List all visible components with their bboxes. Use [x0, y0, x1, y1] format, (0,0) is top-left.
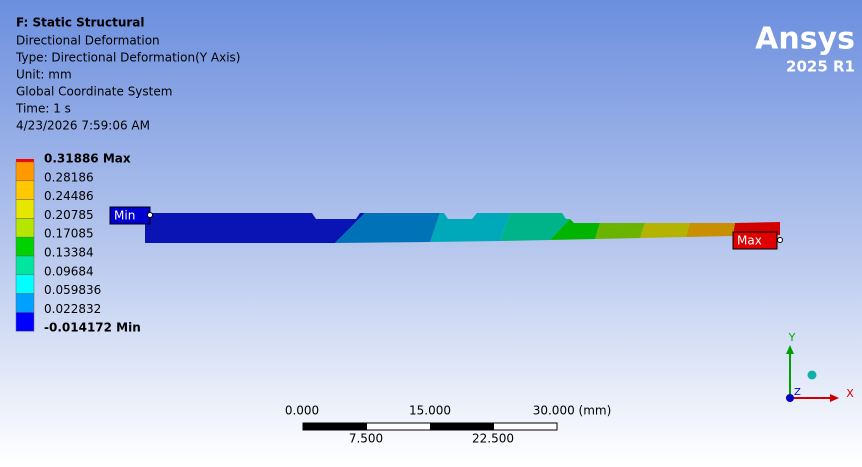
title: F: Static Structural [16, 16, 145, 30]
info-line: 4/23/2026 7:59:06 AM [16, 119, 150, 133]
max-probe [732, 231, 778, 250]
legend-label: 0.13384 [44, 246, 94, 260]
legend-label: 0.20785 [44, 208, 94, 222]
info-line: Type: Directional Deformation(Y Axis) [15, 51, 240, 65]
legend-band [16, 159, 34, 162]
scale-label: 22.500 [472, 432, 514, 446]
legend-label: -0.014172 Min [44, 321, 141, 335]
min-label: Min [114, 209, 135, 223]
info-line: Directional Deformation [16, 34, 160, 48]
legend-band [15, 161, 35, 182]
legend: 0.31886 Max 0.28186 0.24486 0.20785 0.17085 0… [15, 152, 141, 335]
axis-z: Z [794, 387, 801, 398]
info-line: Global Coordinate System [16, 85, 172, 99]
legend-band [15, 274, 35, 294]
info-line: Time: 1 s [15, 102, 71, 116]
header: F: Static Structural Directional Deforma… [15, 16, 240, 133]
legend-label: 0.022832 [44, 302, 101, 316]
info-line: Unit: mm [16, 68, 72, 82]
legend-band [15, 293, 35, 313]
model [145, 213, 780, 243]
axis-x: X [846, 387, 854, 400]
scale-bar: 0.000 15.000 30.000 (mm) 7.500 22.500 [285, 404, 611, 446]
scale-label: 30.000 (mm) [533, 404, 612, 418]
logo-version: 2025 R1 [786, 58, 855, 76]
legend-band [15, 312, 35, 332]
legend-label: 0.28186 [44, 170, 94, 184]
logo-brand: Ansys [755, 22, 855, 57]
legend-band [15, 255, 35, 276]
legend-label: 0.059836 [44, 283, 101, 297]
legend-label: 0.24486 [44, 189, 94, 203]
legend-label: 0.09684 [44, 264, 94, 278]
triad: Y X Z [786, 331, 854, 402]
scale-label: 15.000 [409, 404, 451, 418]
legend-band [15, 236, 35, 257]
max-label: Max [737, 234, 762, 248]
legend-band [15, 218, 35, 238]
legend-label: 0.17085 [44, 227, 94, 241]
legend-label: 0.31886 Max [44, 152, 131, 166]
axis-y: Y [788, 331, 796, 344]
legend-band [15, 180, 35, 200]
scale-label: 7.500 [349, 432, 383, 446]
scale-label: 0.000 [285, 404, 319, 418]
legend-band [15, 199, 35, 219]
